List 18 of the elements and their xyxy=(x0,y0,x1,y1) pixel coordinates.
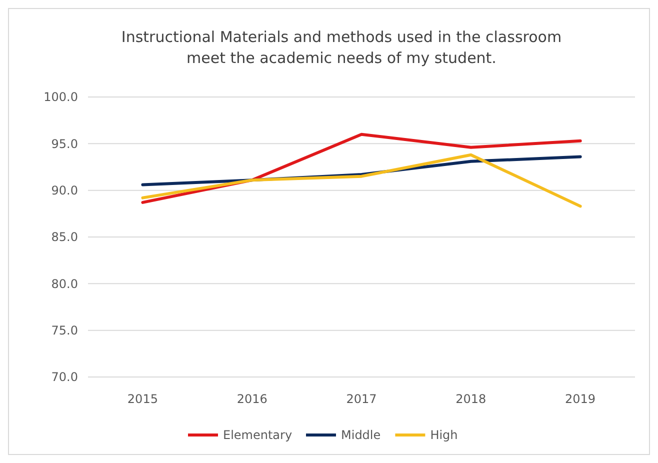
x-tick-label: 2016 xyxy=(236,392,268,406)
y-tick-label: 85.0 xyxy=(51,230,78,244)
legend-label: High xyxy=(430,428,458,442)
line-series xyxy=(141,153,582,208)
x-tick-label: 2015 xyxy=(127,392,158,406)
x-tick-label: 2018 xyxy=(456,392,486,406)
y-tick-label: 80.0 xyxy=(51,276,78,291)
line-series xyxy=(141,132,582,204)
y-tick-label: 90.0 xyxy=(51,184,78,198)
y-tick-label: 70.0 xyxy=(51,370,78,384)
y-tick-label: 100.0 xyxy=(44,90,78,104)
chart-title: Instructional Materials and methods used in the classroom meet the academic needs of my student. xyxy=(121,28,562,67)
x-tick-label: 2019 xyxy=(565,392,596,406)
y-tick-label: 95.0 xyxy=(51,136,78,151)
legend-label: Middle xyxy=(341,428,381,442)
y-tick-label: 75.0 xyxy=(51,324,78,338)
x-tick-label: 2017 xyxy=(346,392,377,406)
legend-label: Elementary xyxy=(223,428,292,442)
